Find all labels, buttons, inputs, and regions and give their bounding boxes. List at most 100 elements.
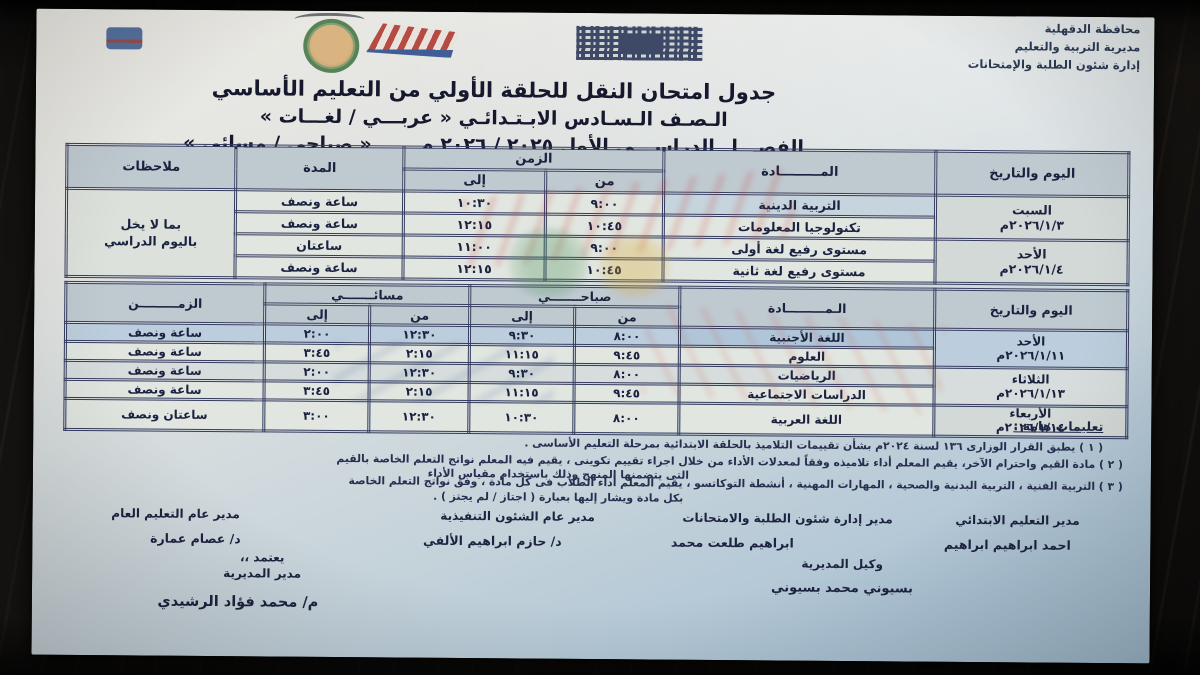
t1-subject-3: مستوى رفيع لغة أولى [663,237,936,262]
t1-subject-1: التربية الدينية [663,193,936,218]
org-line-governorate: محافظة الدقهلية [1044,21,1141,37]
t2-efrom-3: ١٢:٣٠ [369,362,470,383]
header-logos [98,12,194,74]
t2-subject-1: اللغة الأجنبية [679,327,935,349]
document-paper: محافظة الدقهلية مديرية التربية والتعليم … [31,8,1155,664]
note-line: بما لا يخل [120,216,182,233]
instruction-3-line2: بكل مادة ويشار إليها بعبارة ( اجتاز / لم… [433,489,684,505]
t2-eto-4: ٣:٤٥ [263,380,370,401]
t1-duration-3: ساعتان [235,233,404,258]
org-line-department: إدارة شئون الطلبة والإمتحانات [967,56,1141,72]
education-directorate-logo-icon [366,23,458,58]
t1-subject-2: تكنولوجيا المعلومات [663,215,936,240]
signature-title-students-exams-director: مدير إدارة شئون الطلبة والامتحانات [682,510,893,527]
t2-col-m-to: إلى [469,305,575,327]
t2-efrom-1: ١٢:٣٠ [369,324,470,345]
day-name: الأحد [1016,334,1046,349]
t1-from-1: ٩:٠٠ [545,192,664,216]
title-line-1: جدول امتحان النقل للحلقة الأولي من التعل… [211,75,777,105]
t1-duration-4: ساعة ونصف [234,255,404,280]
t2-subject-3: الرياضيات [679,365,935,387]
t2-duration-1: ساعة ونصف [65,322,265,343]
signature-name-4: د/ عصام عمارة [150,530,241,547]
t1-duration-2: ساعة ونصف [235,211,404,236]
t2-day-tuesday: الثلاثاء ٢٠٢٦/١/١٣م [933,367,1128,407]
t1-day-saturday: السبت ٢٠٢٦/١/٣م [935,195,1129,241]
signature-title-general-education-director: مدير عام التعليم العام [111,506,240,522]
t1-col-from: من [545,170,664,194]
t2-subject-4: الدراسات الاجتماعية [678,384,935,406]
t1-col-to: إلى [403,169,546,193]
signature-title-executive-affairs-director: مدير عام الشئون التنفيذية [440,508,595,525]
t2-mfrom-4: ٩:٤٥ [573,383,680,404]
signature-name-3: د/ حازم ابراهيم الألفي [423,532,562,549]
approval-word: يعتمد ،، [239,550,285,565]
t2-mfrom-1: ٨:٠٠ [574,326,680,347]
sis-logo-icon [106,27,143,50]
t1-to-2: ١٢:١٥ [403,213,546,237]
day-name: السبت [1011,202,1053,218]
note-line: باليوم الدراسي [104,232,198,249]
t2-subject-5: اللغة العربية [678,403,934,436]
day-date: ٢٠٢٦/١/٤م [999,260,1064,277]
t2-mfrom-2: ٩:٤٥ [574,345,680,366]
day-name: الثلاثاء [1011,371,1050,387]
organization-header: محافظة الدقهلية مديرية التربية والتعليم … [840,19,1141,75]
exam-table-week2: اليوم والتاريخ الـمـــــــــادة صباحــــ… [63,281,1129,439]
t1-col-time: الزمن [403,147,664,172]
t2-duration-4: ساعة ونصف [64,379,265,400]
day-name: الأحد [1016,246,1047,262]
t2-mto-2: ١١:١٥ [469,344,575,365]
t1-subject-4: مستوى رفيع لغة ثانية [662,259,936,284]
t2-col-m-from: من [574,306,680,328]
t2-duration-2: ساعة ونصف [65,341,265,362]
t2-col-duration: الزمـــــــــن [65,282,265,324]
t1-col-duration: المدة [235,145,404,192]
governorate-seal-icon [303,18,360,74]
t2-mto-4: ١١:١٥ [468,382,575,403]
t2-efrom-4: ٢:١٥ [368,381,470,402]
t2-day-sunday: الأحد ٢٠٢٦/١/١١م [934,329,1128,369]
t2-mto-1: ٩:٣٠ [469,325,575,346]
deputy-title: وكيل المديرية [801,556,884,572]
approval-name: م/ محمد فؤاد الرشيدي [157,593,319,611]
approval-title: مدير المديرية [223,566,302,581]
t2-col-e-to: إلى [264,303,370,325]
org-line-directorate: مديرية التربية والتعليم [1014,39,1141,55]
t1-notes-cell: بما لا يخل باليوم الدراسي [65,188,236,278]
t2-mto-3: ٩:٣٠ [469,363,575,384]
t2-efrom-5: ١٢:٣٠ [368,400,469,433]
t2-duration-3: ساعة ونصف [65,360,265,381]
signature-title-primary-education-director: مدير التعليم الابتدائي [955,512,1080,528]
t2-mfrom-3: ٨:٠٠ [574,364,680,385]
t1-from-3: ٩:٠٠ [545,236,664,260]
t1-col-notes: ملاحظات [66,144,236,190]
t2-col-morning: صباحـــــــي [469,285,680,308]
t1-to-1: ١٠:٣٠ [403,191,546,215]
signature-name-2: ابراهيم طلعت محمد [670,534,794,551]
t1-day-sunday: الأحد ٢٠٢٦/١/٤م [934,239,1129,285]
t2-col-e-from: من [369,304,470,326]
t2-col-subject: الـمـــــــــادة [679,287,935,330]
t2-eto-3: ٢:٠٠ [264,361,370,382]
t1-to-3: ١١:٠٠ [403,235,546,259]
t1-col-subject: المـــــــــادة [663,149,936,196]
instructions-heading: تعليمات هامة : [1013,418,1104,435]
t2-mto-5: ١٠:٣٠ [468,401,574,433]
t2-duration-5: ساعتان ونصف [64,398,264,431]
t2-col-day: اليوم والتاريخ [934,289,1128,331]
deputy-name: بسيوني محمد بسيوني [771,580,914,597]
instruction-1: ( ١ ) يطبق القرار الوزارى ١٣٦ لسنة ٢٠٢٤م… [524,436,1104,455]
t1-from-4: ١٠:٤٥ [544,258,664,282]
exam-table-week1: اليوم والتاريخ المـــــــــادة الزمن الم… [64,143,1130,286]
t2-col-evening: مسائـــــــي [264,283,470,306]
day-date: ٢٠٢٦/١/٣م [999,216,1064,233]
t2-eto-1: ٢:٠٠ [264,323,370,344]
title-line-2: الـصـف الـسـادس الابـتـدائـي « عربـــي /… [259,105,728,132]
t1-col-day: اليوم والتاريخ [935,151,1129,197]
t1-duration-1: ساعة ونصف [235,189,404,214]
t1-to-4: ١٢:١٥ [402,257,546,281]
qr-code [576,25,703,61]
t2-eto-2: ٣:٤٥ [264,342,370,363]
